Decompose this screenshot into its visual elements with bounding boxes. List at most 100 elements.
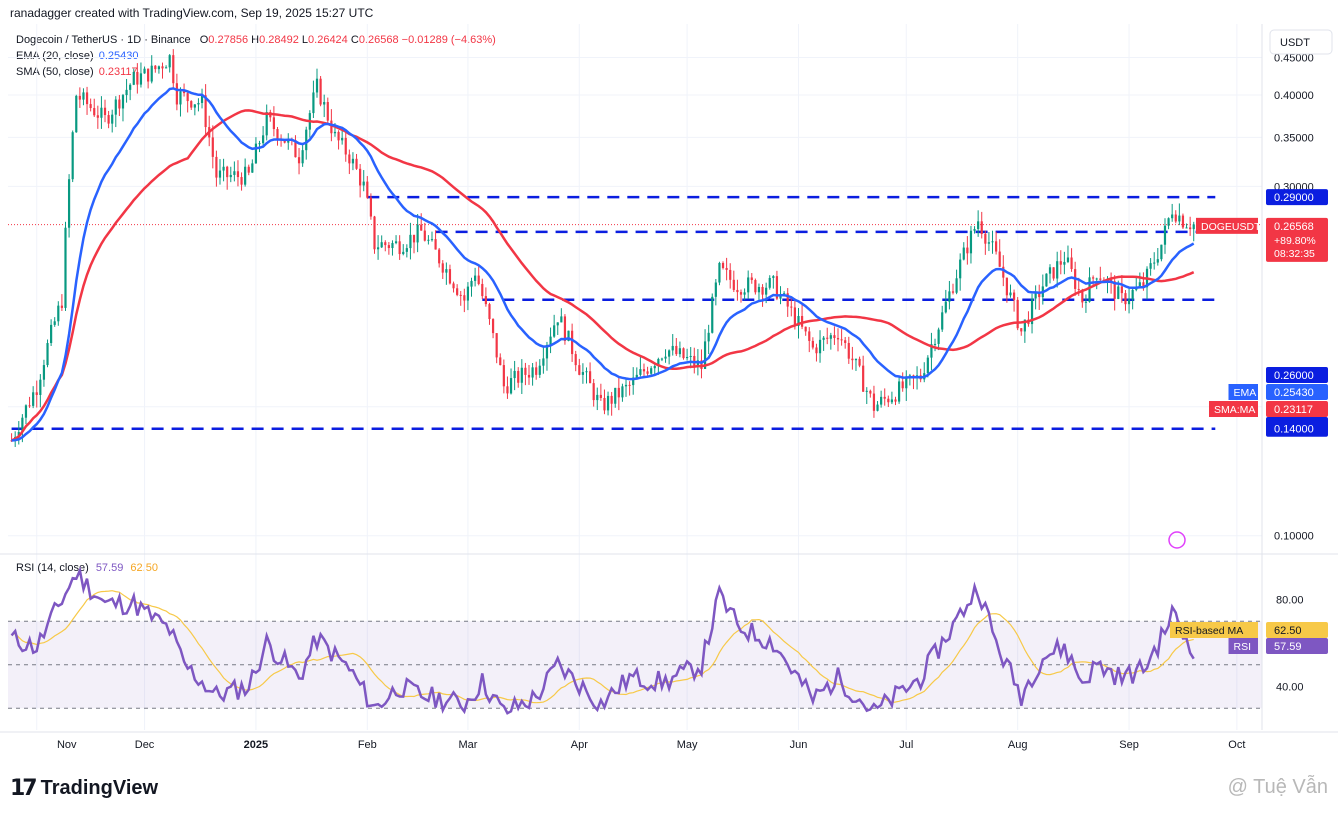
candle-body bbox=[854, 358, 858, 361]
candle-body bbox=[67, 179, 71, 228]
candle-body bbox=[1142, 282, 1145, 288]
chart-header: ranadagger created with TradingView.com,… bbox=[10, 6, 374, 20]
ema-legend-value: 0.25430 bbox=[98, 50, 139, 62]
ohlc-close: 0.26568 bbox=[358, 34, 399, 46]
candle-body bbox=[394, 241, 398, 244]
sma-tag-value: 0.23117 bbox=[1274, 404, 1313, 416]
ema-tag-name: EMA bbox=[1234, 387, 1257, 399]
candle-body bbox=[736, 289, 739, 293]
candle-body bbox=[348, 154, 351, 164]
candle-body bbox=[786, 293, 789, 307]
price-tick-label: 0.45000 bbox=[1274, 52, 1314, 64]
candle-body bbox=[139, 73, 143, 85]
candle-body bbox=[897, 381, 901, 402]
ohlc-low-label: L bbox=[301, 34, 309, 46]
candle-body bbox=[1178, 215, 1181, 222]
candle-body bbox=[466, 286, 470, 301]
time-tick-label: Jun bbox=[790, 739, 808, 751]
candle-body bbox=[844, 340, 847, 343]
price-tags: USDT 0.29000 DOGEUSDT 0.26568 +89.80%08:32:3… bbox=[1168, 29, 1333, 654]
candle-body bbox=[930, 344, 933, 358]
candle-body bbox=[574, 354, 577, 366]
candle-body bbox=[973, 229, 976, 231]
candle-body bbox=[125, 89, 128, 96]
candle-body bbox=[93, 108, 96, 116]
level-260-value-box bbox=[1266, 367, 1328, 383]
candle-body bbox=[984, 233, 987, 244]
candle-body bbox=[739, 292, 743, 295]
candle-body bbox=[578, 365, 581, 375]
candle-body bbox=[624, 384, 628, 387]
candle-body bbox=[362, 181, 365, 186]
candle-body bbox=[226, 166, 229, 178]
candle-body bbox=[111, 114, 114, 124]
sma50-line bbox=[11, 109, 1195, 442]
candle-body bbox=[387, 245, 390, 249]
candle-body bbox=[89, 104, 92, 109]
time-tick-label: Apr bbox=[571, 739, 588, 751]
alert-icon bbox=[1168, 531, 1186, 549]
candle-body bbox=[887, 398, 890, 403]
candle-body bbox=[686, 356, 689, 359]
candle-body bbox=[944, 301, 947, 313]
candle-body bbox=[341, 137, 344, 141]
candle-body bbox=[955, 278, 958, 293]
candle-body bbox=[136, 71, 139, 85]
candle-body bbox=[966, 247, 969, 254]
time-tick-label: Nov bbox=[57, 739, 77, 751]
ema-legend-label: EMA (20, close) bbox=[16, 50, 94, 62]
candle-body bbox=[240, 177, 243, 185]
ohlc-change: −0.01289 (−4.63%) bbox=[401, 34, 496, 46]
candle-body bbox=[585, 371, 588, 373]
candle-body bbox=[10, 440, 13, 442]
symbol-row[interactable]: Dogecoin / TetherUS · 1D · Binance O0.27… bbox=[16, 32, 496, 48]
candle-body bbox=[941, 312, 944, 330]
sma-legend-label: SMA (50, close) bbox=[16, 66, 94, 78]
candle-body bbox=[481, 283, 484, 297]
candle-body bbox=[520, 367, 523, 383]
candle-body bbox=[398, 241, 401, 255]
main-legend: Dogecoin / TetherUS · 1D · Binance O0.27… bbox=[16, 32, 496, 80]
candle-body bbox=[233, 171, 236, 175]
candle-body bbox=[689, 355, 692, 357]
candle-body bbox=[833, 335, 836, 339]
candle-body bbox=[82, 92, 85, 100]
sma-tag-value-box bbox=[1266, 401, 1328, 417]
candle-body bbox=[1120, 286, 1123, 294]
rsi-tick-label: 40.00 bbox=[1276, 682, 1304, 694]
candle-body bbox=[351, 158, 355, 164]
ema-legend-row[interactable]: EMA (20, close) 0.25430 bbox=[16, 48, 496, 64]
candle-body bbox=[272, 117, 275, 130]
candle-body bbox=[653, 366, 656, 369]
candle-body bbox=[1016, 299, 1019, 329]
candle-body bbox=[517, 370, 520, 383]
candle-body bbox=[204, 95, 207, 128]
candle-body bbox=[402, 251, 405, 255]
candle-body bbox=[1034, 292, 1037, 299]
candle-body bbox=[376, 247, 380, 250]
candle-body bbox=[991, 241, 994, 243]
candle-body bbox=[581, 372, 584, 375]
rsi-ma-tag-value: 62.50 bbox=[1274, 625, 1302, 637]
candle-body bbox=[937, 329, 940, 344]
ema20-line bbox=[11, 87, 1195, 442]
candle-body bbox=[757, 286, 761, 293]
candle-body bbox=[858, 358, 861, 366]
time-tick-label: Jul bbox=[899, 739, 913, 751]
candle-body bbox=[420, 224, 423, 231]
candle-body bbox=[959, 259, 962, 279]
candle-body bbox=[1009, 292, 1012, 296]
candle-body bbox=[811, 340, 814, 348]
sma-legend-row[interactable]: SMA (50, close) 0.23117 bbox=[16, 64, 496, 80]
candle-body bbox=[312, 92, 315, 114]
tradingview-logo[interactable]: 17 TradingView bbox=[10, 776, 158, 801]
candle-body bbox=[412, 234, 416, 243]
candle-body bbox=[384, 242, 387, 246]
candle-body bbox=[150, 65, 153, 82]
candle-body bbox=[901, 381, 904, 389]
candle-body bbox=[132, 71, 135, 85]
candle-body bbox=[948, 291, 951, 302]
candle-body bbox=[1181, 215, 1185, 228]
candle-body bbox=[172, 55, 175, 84]
